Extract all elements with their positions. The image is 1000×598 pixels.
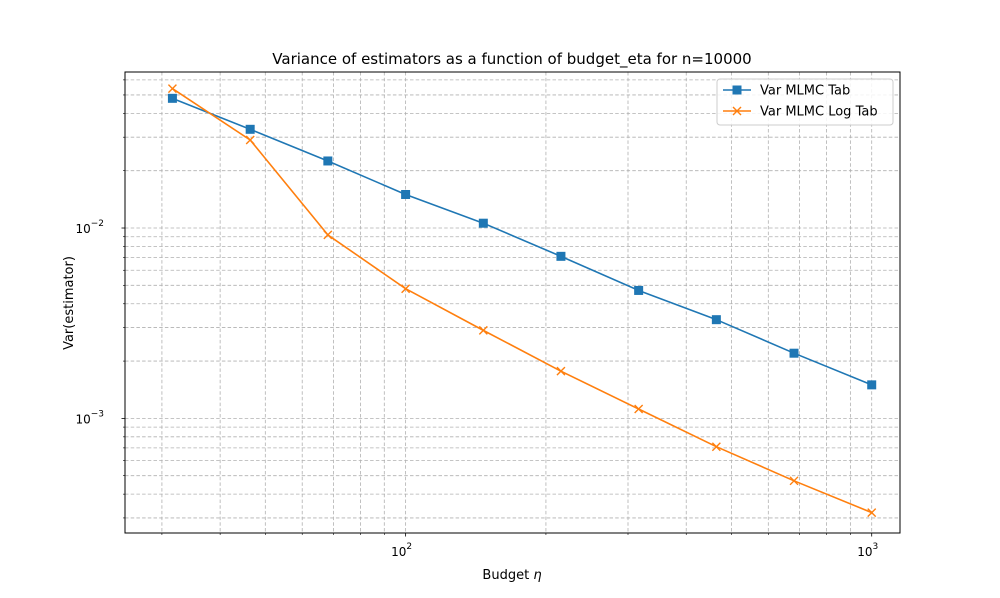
y-axis-label: Var(estimator) (62, 256, 77, 350)
x-marker-stroke (789, 476, 799, 486)
legend-marker (732, 106, 742, 116)
series-2 (167, 84, 877, 518)
data-point (711, 315, 721, 325)
chart-title: Variance of estimators as a function of … (272, 50, 751, 69)
legend: Var MLMC Tab Var MLMC Log Tab (716, 78, 894, 126)
x-marker-stroke (711, 442, 721, 452)
data-point (478, 218, 488, 228)
data-point (634, 285, 644, 295)
x-marker-stroke (478, 325, 488, 335)
grid (125, 72, 900, 533)
x-marker-stroke (245, 135, 255, 145)
data-point (789, 348, 799, 358)
data-point (167, 84, 177, 94)
data-point (556, 366, 566, 376)
legend-label: Var MLMC Tab (760, 84, 850, 99)
x-tick-label: 103 (857, 542, 878, 559)
data-point (245, 135, 255, 145)
x-axis-label-symbol: η (533, 568, 541, 583)
legend-marker (732, 85, 742, 95)
data-point (401, 284, 411, 294)
y-tick-label-base: 10 (75, 222, 90, 236)
data-point (634, 404, 644, 414)
x-marker-stroke (556, 366, 566, 376)
legend-label: Var MLMC Log Tab (760, 105, 878, 120)
y-tick-label: 10−2 (75, 219, 104, 236)
x-marker-stroke (401, 284, 411, 294)
x-tick-label-exponent: 2 (406, 542, 412, 552)
x-marker-stroke (867, 508, 877, 518)
x-axis-label: Budget η (482, 568, 541, 583)
data-point (323, 230, 333, 240)
legend-box (716, 78, 894, 126)
x-marker-stroke (732, 106, 742, 116)
y-tick-label-exponent: −3 (91, 409, 104, 419)
x-marker-stroke (167, 84, 177, 94)
x-tick-label-base: 10 (857, 545, 872, 559)
legend-item: Var MLMC Log Tab (723, 105, 878, 120)
x-axis-label-text: Budget (482, 568, 529, 583)
data-point (789, 476, 799, 486)
y-tick-label-base: 10 (75, 412, 90, 426)
plot-frame (124, 71, 901, 534)
x-marker-stroke (634, 404, 644, 414)
data-point (245, 124, 255, 134)
series-line (171, 87, 873, 514)
data-point (401, 189, 411, 199)
data-point (711, 442, 721, 452)
data-point (867, 380, 877, 390)
x-marker-stroke (323, 230, 333, 240)
series-layer (167, 84, 877, 518)
legend-item: Var MLMC Tab (723, 84, 850, 99)
data-point (556, 251, 566, 261)
x-tick-label: 102 (391, 542, 412, 559)
x-tick-label-base: 10 (391, 545, 406, 559)
x-tick-label-exponent: 3 (872, 542, 878, 552)
series-line (172, 97, 873, 386)
data-point (323, 156, 333, 166)
data-point (167, 93, 177, 103)
data-point (867, 508, 877, 518)
y-tick-label: 10−3 (75, 409, 104, 426)
data-point (478, 325, 488, 335)
y-tick-label-exponent: −2 (91, 219, 104, 229)
series-1 (167, 93, 877, 390)
